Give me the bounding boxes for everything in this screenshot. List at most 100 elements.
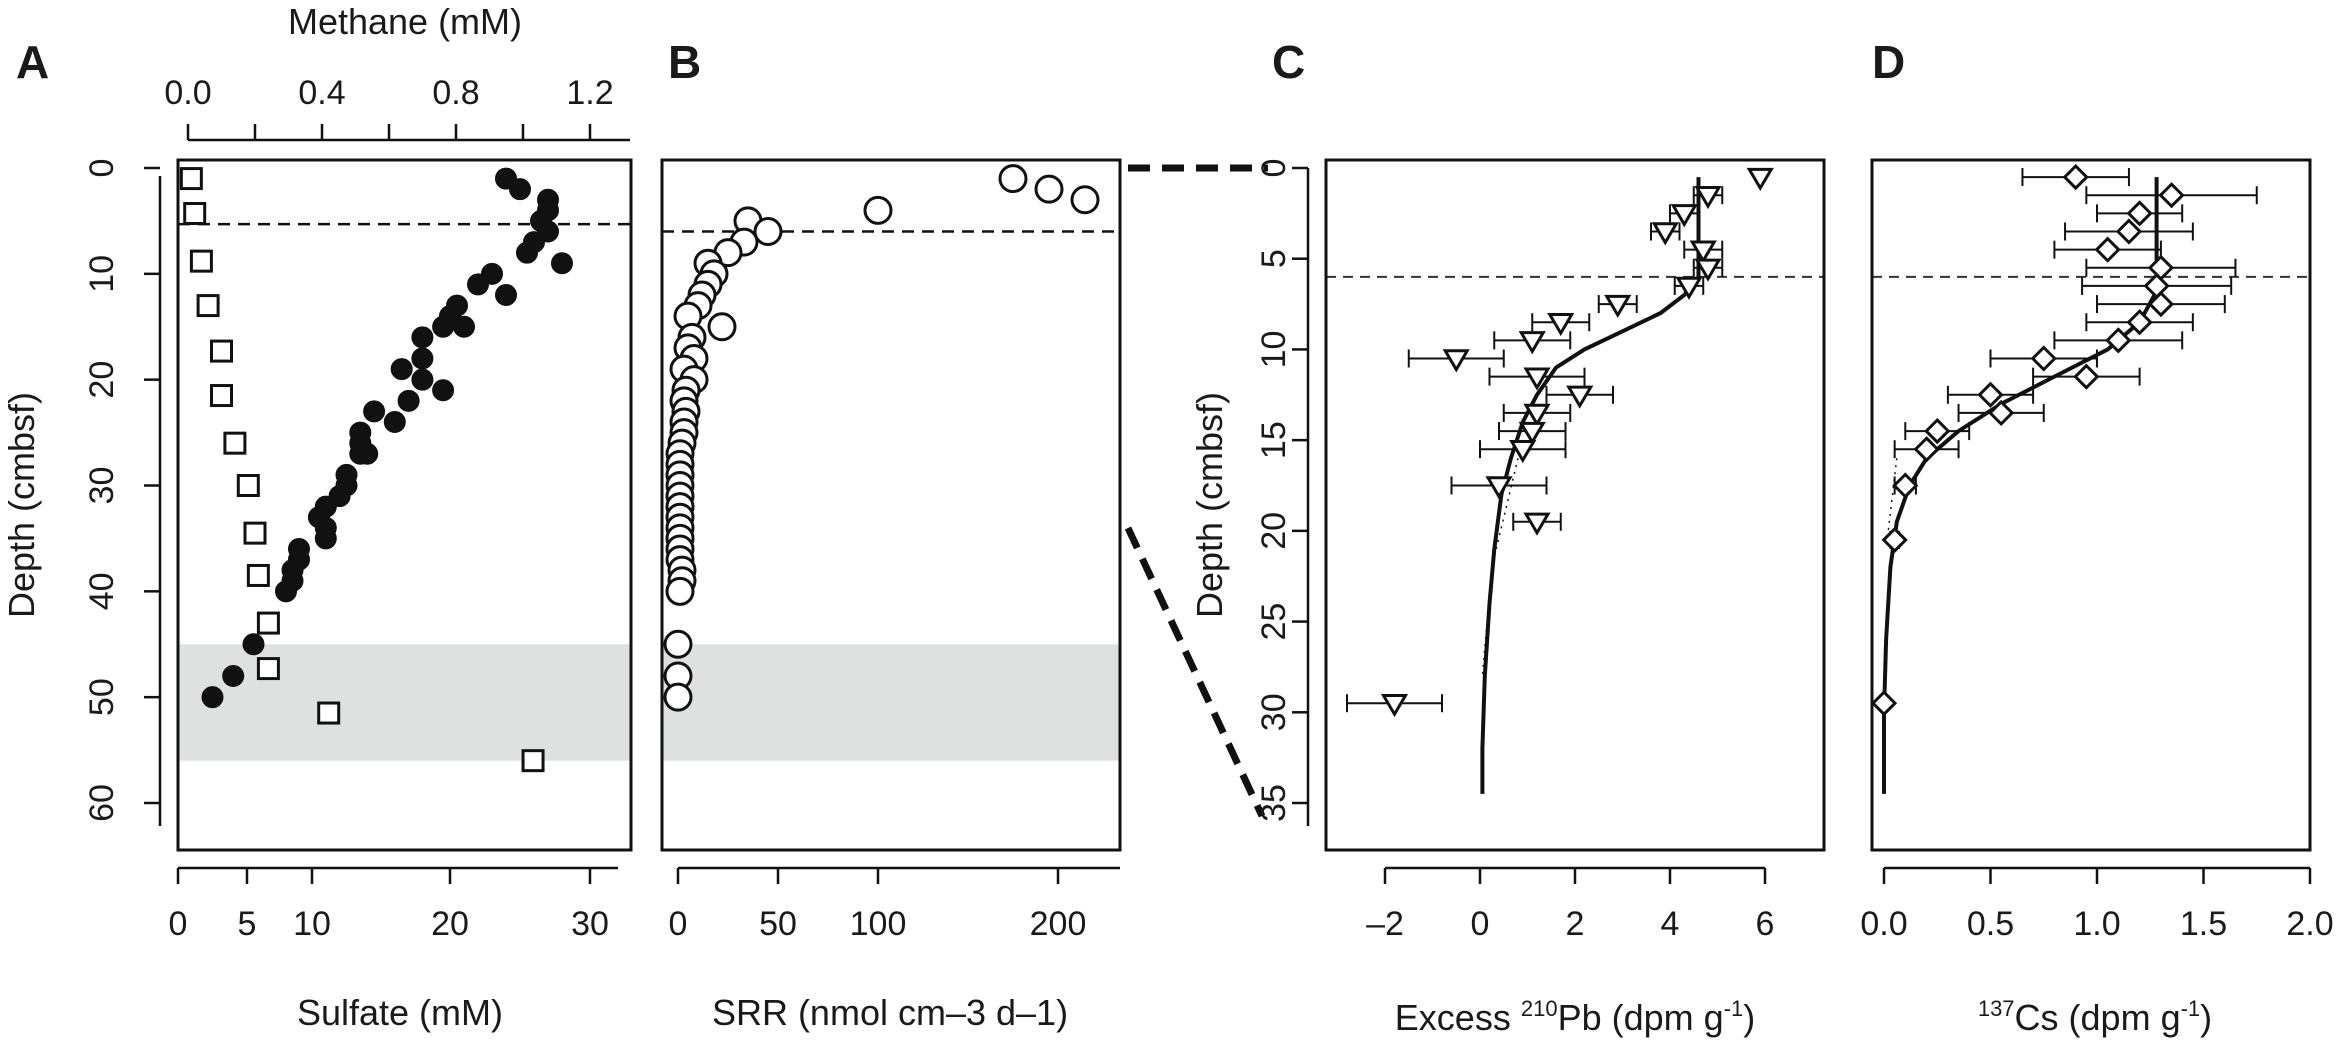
sulfate-point xyxy=(383,411,406,433)
srrTicks-tick-label: 0 xyxy=(669,905,688,943)
pb-point xyxy=(1604,294,1632,319)
panel-label-b: B xyxy=(668,36,701,88)
depthTicksA-tick-label: 50 xyxy=(83,678,121,716)
pb-point xyxy=(1380,694,1409,718)
cs-point xyxy=(1870,690,1898,717)
depthTicksC-tick-label: 30 xyxy=(1255,693,1293,731)
pb-point xyxy=(1523,512,1551,536)
sulfate-point xyxy=(363,400,386,423)
cs-point xyxy=(2147,254,2175,281)
sulfate-point xyxy=(411,347,434,370)
sulfate-axis-ticks: 0 5 10 20 30 xyxy=(169,868,609,943)
pb-point xyxy=(1566,385,1594,409)
panel-d-points xyxy=(1870,163,2258,794)
sulfate-point xyxy=(390,358,413,381)
methane-point xyxy=(189,249,213,273)
cs-point xyxy=(1913,436,1940,463)
cs-title-end: ) xyxy=(2200,997,2212,1038)
sulfateTicks-tick-label: 0 xyxy=(169,905,188,943)
pb-point xyxy=(1518,331,1546,355)
depth-axis-c-ticks: 0 5 10 15 20 25 30 35 xyxy=(1255,159,1308,822)
cs-point xyxy=(2143,272,2170,300)
pb-title-post: Pb (dpm g xyxy=(1558,997,1724,1038)
panel-c: –2 0 2 4 6 Excess 210Pb (dpm g-1) 0 5 10 15 20 25… xyxy=(1189,158,1826,1038)
methane-point xyxy=(256,611,280,635)
csTicks-tick-label: 1.5 xyxy=(2180,905,2227,943)
pbTicks-tick-label: 4 xyxy=(1661,905,1680,943)
methane-axis-title: Methane (mM) xyxy=(288,1,522,42)
depthTicksA-tick-label: 20 xyxy=(83,361,121,399)
pb-point xyxy=(1547,313,1575,337)
sulfate-point xyxy=(222,665,245,687)
sulfate-point xyxy=(397,389,420,412)
methane-point xyxy=(243,521,267,545)
pbTicks-tick-label: 6 xyxy=(1756,905,1775,943)
depthTicksC-tick-label: 25 xyxy=(1255,603,1293,641)
panel-a: Methane (mM) 0.0 0.4 0.8 1.2 0 5 10 20 30 Sulfa… xyxy=(1,1,633,1033)
sulfate-point xyxy=(314,527,337,550)
methane-point xyxy=(183,202,207,226)
cs-point xyxy=(2115,218,2143,245)
sulfate-point xyxy=(411,368,434,391)
cs-point xyxy=(2030,345,2057,372)
pb-point xyxy=(1442,349,1470,373)
pb-point xyxy=(1485,476,1513,500)
sulfateTicks-tick-label: 30 xyxy=(571,905,609,943)
depthTicksC-tick-label: 0 xyxy=(1255,159,1293,178)
methane-point xyxy=(246,563,270,587)
sulfateTicks-tick-label: 10 xyxy=(293,905,331,943)
methane-point xyxy=(521,749,545,773)
srr-point xyxy=(753,217,783,246)
cs-fit-curve xyxy=(1882,177,2159,794)
pb-point xyxy=(1523,403,1551,427)
panel-d: 0.0 0.5 1.0 1.5 2.0 137Cs (dpm g-1) xyxy=(1860,158,2334,1038)
csTicks-tick-label: 0.5 xyxy=(1967,905,2014,943)
srr-point xyxy=(663,629,693,659)
cs-point xyxy=(1881,526,1908,554)
csTicks-tick-label: 2.0 xyxy=(2286,905,2333,943)
cs-point xyxy=(1924,417,1951,445)
srrTicks-tick-label: 200 xyxy=(1030,905,1087,943)
csTicks-tick-label: 0.0 xyxy=(1860,905,1907,943)
srr-point xyxy=(707,312,737,342)
pbTicks-tick-label: 2 xyxy=(1566,905,1585,943)
sulfate-point xyxy=(432,379,455,402)
pb-title-end: ) xyxy=(1743,997,1755,1038)
connector-bottom xyxy=(1124,526,1266,818)
sulfate-point xyxy=(356,442,379,465)
cs-title-post: Cs (dpm g xyxy=(2015,997,2181,1038)
depthTicksC-tick-label: 20 xyxy=(1255,512,1293,550)
pb-point xyxy=(1523,367,1551,391)
methane-axis-ticks: 0.0 0.4 0.8 1.2 xyxy=(164,74,614,140)
methaneTicks-tick-label: 1.2 xyxy=(566,74,613,112)
sulfate-point xyxy=(275,580,297,603)
srr-axis-ticks: 0 50 100 200 xyxy=(669,868,1087,943)
depth-axis-c-title: Depth (cmbsf) xyxy=(1189,392,1230,618)
pb-title-sup2: -1 xyxy=(1724,996,1744,1021)
sulfateTicks-tick-label: 5 xyxy=(238,905,257,943)
panel-label-d: D xyxy=(1872,36,1905,88)
methane-point xyxy=(317,701,341,725)
methane-point xyxy=(179,167,203,191)
sulfate-point xyxy=(467,273,489,296)
cs-axis-ticks: 0.0 0.5 1.0 1.5 2.0 xyxy=(1860,868,2334,943)
methane-point xyxy=(210,339,233,363)
srrTicks-tick-label: 50 xyxy=(759,905,797,943)
cs-point xyxy=(1892,472,1919,499)
pb-title-pre: Excess xyxy=(1395,997,1521,1038)
cs-point xyxy=(2105,327,2132,354)
srr-point xyxy=(998,164,1028,194)
pb-point xyxy=(1675,276,1703,300)
cs-point xyxy=(1988,399,2015,427)
methaneTicks-tick-label: 0.8 xyxy=(432,74,479,112)
methaneTicks-tick-label: 0.0 xyxy=(164,74,211,112)
sulfate-point xyxy=(509,178,531,201)
panel-c-points xyxy=(1346,167,1774,794)
methane-point xyxy=(223,431,247,455)
methane-point xyxy=(256,657,280,681)
panel-a-points xyxy=(179,167,573,773)
cs-point xyxy=(2158,182,2185,209)
pb-point xyxy=(1689,240,1717,264)
pb-point xyxy=(1670,204,1698,228)
panel-b-frame xyxy=(660,158,1122,852)
